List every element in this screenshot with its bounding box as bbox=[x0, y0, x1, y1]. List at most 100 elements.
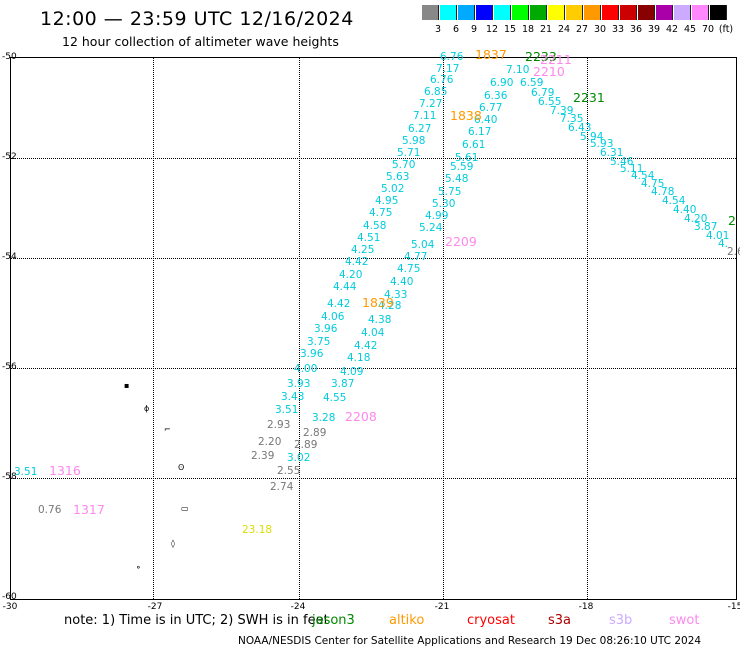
wave-height-value: 4.01 bbox=[706, 230, 730, 242]
wave-height-value: 5.48 bbox=[445, 173, 469, 185]
wave-height-value: 5.30 bbox=[432, 198, 456, 210]
satellite-legend-item: s3b bbox=[609, 613, 633, 628]
wave-height-value: 4.78 bbox=[651, 186, 675, 198]
footer-note: note: 1) Time is in UTC; 2) SWH is in fe… bbox=[64, 613, 329, 628]
wave-height-value: 4.00 bbox=[294, 363, 318, 375]
wave-height-value: 4.54 bbox=[662, 195, 686, 207]
wave-height-value: 2.39 bbox=[251, 450, 275, 462]
island-marker: ϕ bbox=[144, 404, 150, 413]
longitude-tick-label: -21 bbox=[434, 602, 450, 612]
wave-height-value: 4.25 bbox=[351, 244, 375, 256]
wave-height-value: 2.67 bbox=[727, 246, 740, 258]
pass-time-label: 2231 bbox=[573, 90, 605, 105]
wave-height-value: 4.42 bbox=[345, 256, 369, 268]
wave-height-value: 5.24 bbox=[419, 222, 443, 234]
wave-height-value: 6.40 bbox=[474, 114, 498, 126]
wave-height-value: 5.71 bbox=[397, 147, 421, 159]
wave-height-value: 3.93 bbox=[287, 378, 311, 390]
wave-height-value: 3.28 bbox=[312, 412, 336, 424]
colorbar-swatch bbox=[674, 5, 691, 20]
pass-time-label: 2210 bbox=[533, 64, 565, 79]
pass-time-label: 2 bbox=[728, 213, 736, 228]
lat-gridline bbox=[11, 158, 736, 159]
wave-height-value: 5.11 bbox=[620, 163, 644, 175]
wave-height-value: 5.02 bbox=[381, 183, 405, 195]
colorbar-label: 45 bbox=[683, 24, 697, 35]
colorbar-swatch bbox=[656, 5, 673, 20]
wave-height-value: 6.59 bbox=[520, 77, 544, 89]
colorbar-label: 33 bbox=[611, 24, 625, 35]
wave-height-value: 4.75 bbox=[397, 263, 421, 275]
wave-height-value: 6.61 bbox=[462, 139, 486, 151]
map-panel[interactable]: ▪ ϕ ⌐ ʘ ▭ ◊ ⚬ bbox=[10, 57, 737, 600]
wave-height-value: 5.94 bbox=[580, 131, 604, 143]
latitude-tick-label: -58 bbox=[2, 472, 17, 482]
wave-height-value: 6.76 bbox=[430, 74, 454, 86]
wave-height-value: 4.95 bbox=[375, 195, 399, 207]
wave-height-value: 3.02 bbox=[287, 452, 311, 464]
colorbar-swatch bbox=[638, 5, 655, 20]
wave-height-value: 7.11 bbox=[413, 110, 437, 122]
colorbar-label: 9 bbox=[470, 24, 478, 35]
lat-gridline bbox=[11, 368, 736, 369]
pass-time-label: 1317 bbox=[73, 502, 105, 517]
wave-height-value: 2.89 bbox=[294, 439, 318, 451]
wave-height-value: 4.04 bbox=[361, 327, 385, 339]
pass-time-label: 2233 bbox=[525, 49, 557, 64]
colorbar-swatch bbox=[566, 5, 583, 20]
colorbar-swatch bbox=[494, 5, 511, 20]
credit-line: NOAA/NESDIS Center for Satellite Applica… bbox=[238, 635, 702, 647]
wave-height-value: 7.35 bbox=[560, 113, 584, 125]
wave-height-value: 6.36 bbox=[484, 90, 508, 102]
colorbar-swatch bbox=[602, 5, 619, 20]
colorbar-swatch bbox=[548, 5, 565, 20]
wave-height-value: 23.18 bbox=[242, 524, 273, 536]
wave-height-value: 3.43 bbox=[281, 391, 305, 403]
colorbar-swatch bbox=[512, 5, 529, 20]
wave-height-value: 4.20 bbox=[684, 213, 708, 225]
wave-height-value: 5.93 bbox=[590, 138, 614, 150]
chart-title: 12:00 — 23:59 UTC 12/16/2024 bbox=[40, 8, 354, 30]
wave-height-value: 3.87 bbox=[331, 378, 355, 390]
wave-height-value: 4.44 bbox=[333, 281, 357, 293]
wave-height-value: 5.98 bbox=[402, 135, 426, 147]
colorbar-swatch bbox=[710, 5, 727, 20]
colorbar-swatch bbox=[458, 5, 475, 20]
wave-height-value: 4.54 bbox=[631, 170, 655, 182]
wave-height-value: 4.55 bbox=[323, 392, 347, 404]
chart-subtitle: 12 hour collection of altimeter wave hei… bbox=[62, 34, 339, 49]
colorbar-label: (ft) bbox=[718, 24, 734, 35]
lat-gridline bbox=[11, 478, 736, 479]
colorbar-label: 70 bbox=[701, 24, 715, 35]
wave-height-value: 4.18 bbox=[347, 352, 371, 364]
colorbar-swatch bbox=[530, 5, 547, 20]
colorbar-swatch bbox=[476, 5, 493, 20]
satellite-legend-item: s3a bbox=[548, 613, 572, 628]
island-marker: ⌐ bbox=[164, 425, 171, 434]
colorbar-swatch bbox=[620, 5, 637, 20]
latitude-tick-label: -52 bbox=[2, 152, 17, 162]
wave-height-value: 5.63 bbox=[386, 171, 410, 183]
longitude-tick-label: -27 bbox=[147, 602, 163, 612]
longitude-tick-label: -15 bbox=[727, 602, 740, 612]
island-marker: ◊ bbox=[171, 539, 175, 548]
wave-height-value: 3.51 bbox=[14, 466, 38, 478]
wave-height-value: 6.55 bbox=[538, 96, 562, 108]
colorbar-swatch bbox=[422, 5, 439, 20]
wave-height-value: 7.17 bbox=[436, 63, 460, 75]
wave-height-value: 6.90 bbox=[490, 77, 514, 89]
wave-height-value: 4.75 bbox=[369, 207, 393, 219]
wave-height-value: 4.28 bbox=[378, 300, 402, 312]
wave-height-value: 4.42 bbox=[354, 340, 378, 352]
wave-height-value: 3.96 bbox=[300, 348, 324, 360]
wave-height-value: 6.76 bbox=[440, 51, 464, 63]
wave-height-value: 4.20 bbox=[339, 269, 363, 281]
latitude-tick-label: -56 bbox=[2, 362, 17, 372]
lon-gridline bbox=[443, 58, 444, 599]
satellite-legend-item: jason3 bbox=[312, 613, 355, 628]
longitude-tick-label: -18 bbox=[578, 602, 594, 612]
island-marker: ʘ bbox=[178, 463, 185, 472]
wave-height-value: 4.09 bbox=[340, 366, 364, 378]
wave-height-value: 6.31 bbox=[600, 147, 624, 159]
wave-height-value: 4.06 bbox=[321, 311, 345, 323]
